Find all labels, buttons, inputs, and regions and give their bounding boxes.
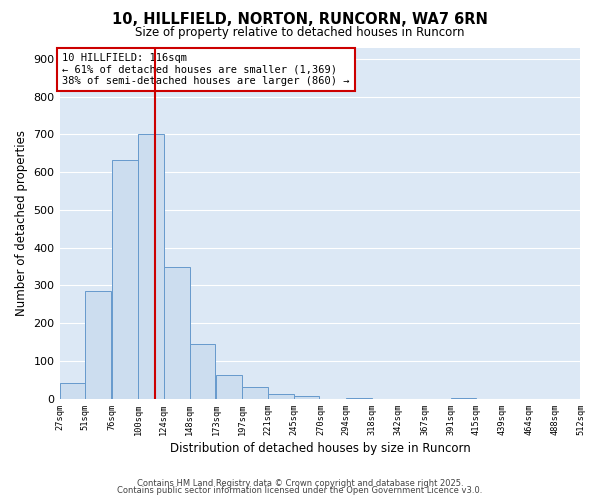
- Text: Contains HM Land Registry data © Crown copyright and database right 2025.: Contains HM Land Registry data © Crown c…: [137, 478, 463, 488]
- Bar: [85, 291, 111, 399]
- Bar: [59, 383, 85, 398]
- Bar: [190, 344, 215, 399]
- Bar: [268, 394, 294, 398]
- Text: Contains public sector information licensed under the Open Government Licence v3: Contains public sector information licen…: [118, 486, 482, 495]
- Bar: [112, 160, 138, 398]
- Bar: [217, 375, 242, 398]
- Bar: [138, 134, 164, 398]
- Y-axis label: Number of detached properties: Number of detached properties: [15, 130, 28, 316]
- Text: 10 HILLFIELD: 116sqm
← 61% of detached houses are smaller (1,369)
38% of semi-de: 10 HILLFIELD: 116sqm ← 61% of detached h…: [62, 53, 350, 86]
- Bar: [294, 396, 319, 398]
- X-axis label: Distribution of detached houses by size in Runcorn: Distribution of detached houses by size …: [170, 442, 470, 455]
- Bar: [242, 388, 268, 398]
- Text: Size of property relative to detached houses in Runcorn: Size of property relative to detached ho…: [135, 26, 465, 39]
- Text: 10, HILLFIELD, NORTON, RUNCORN, WA7 6RN: 10, HILLFIELD, NORTON, RUNCORN, WA7 6RN: [112, 12, 488, 28]
- Bar: [164, 266, 190, 398]
